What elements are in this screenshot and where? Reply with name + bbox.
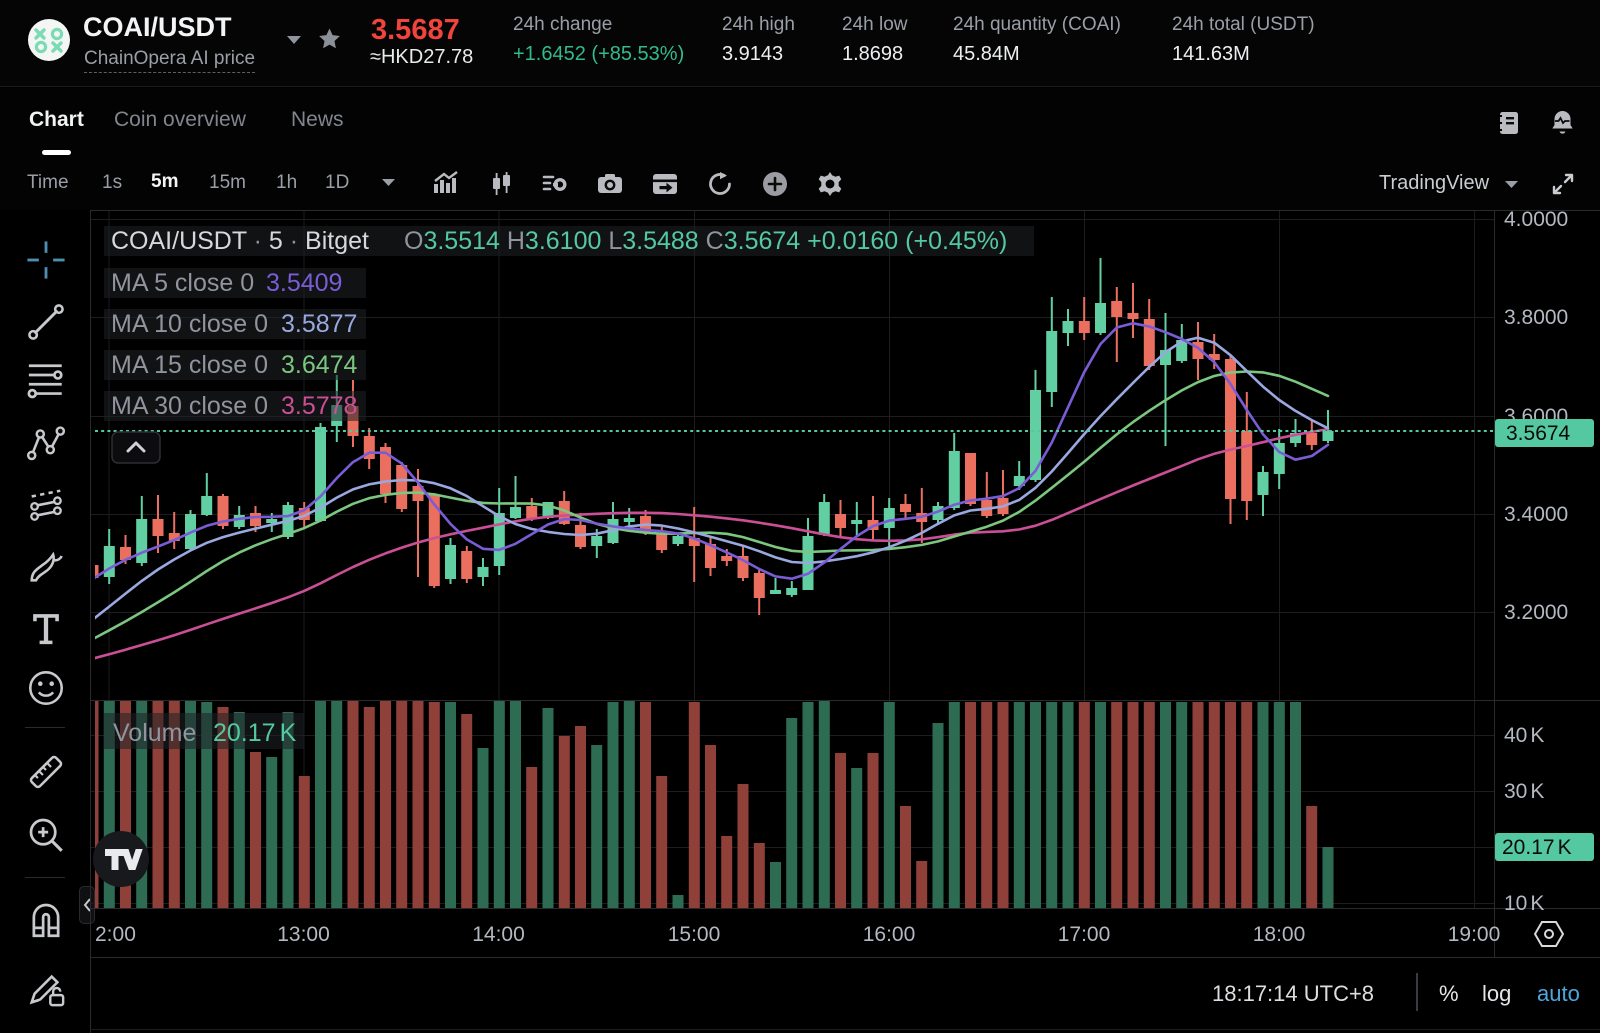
- svg-text:Volume: Volume: [113, 719, 196, 747]
- svg-text:17:00: 17:00: [1058, 923, 1111, 946]
- svg-text:3.2000: 3.2000: [1504, 601, 1568, 624]
- svg-text:3.6474: 3.6474: [281, 351, 358, 379]
- svg-text:MA 30 close 0: MA 30 close 0: [111, 392, 268, 420]
- svg-text:30K: 30 K: [1504, 780, 1544, 803]
- svg-text:3.8000: 3.8000: [1504, 306, 1568, 329]
- svg-text:MA 10 close 0: MA 10 close 0: [111, 310, 268, 338]
- svg-text:40K: 40 K: [1504, 724, 1544, 747]
- svg-text:15:00: 15:00: [668, 923, 721, 946]
- svg-text:14:00: 14:00: [472, 923, 525, 946]
- svg-text:13:00: 13:00: [277, 923, 330, 946]
- svg-text:10K: 10 K: [1504, 892, 1544, 915]
- svg-text:3.5778: 3.5778: [281, 392, 357, 420]
- svg-text:18:00: 18:00: [1253, 923, 1306, 946]
- svg-text:3.5409: 3.5409: [266, 269, 342, 297]
- svg-text:3.5877: 3.5877: [281, 310, 357, 338]
- svg-text:3.5674: 3.5674: [1506, 422, 1571, 445]
- svg-text:2:00: 2:00: [95, 923, 136, 946]
- svg-text:4.0000: 4.0000: [1504, 208, 1568, 231]
- svg-text:MA 5 close 0: MA 5 close 0: [111, 269, 254, 297]
- svg-text:20.17K: 20.17 K: [213, 719, 297, 747]
- svg-text:19:00: 19:00: [1448, 923, 1501, 946]
- svg-text:O3.5514 H3.6100 L3.5488 C3.: O3.5514 H3.6100 L3.5488 C3.5674 +0.0160 …: [404, 227, 1007, 255]
- svg-text:MA 15 close 0: MA 15 close 0: [111, 351, 268, 379]
- svg-text:COAI/USDT · 5 · Bitget: COAI/USDT · 5 · Bitget: [111, 227, 369, 255]
- svg-text:20.17K: 20.17 K: [1502, 836, 1572, 859]
- svg-text:16:00: 16:00: [863, 923, 916, 946]
- svg-text:3.4000: 3.4000: [1504, 503, 1568, 526]
